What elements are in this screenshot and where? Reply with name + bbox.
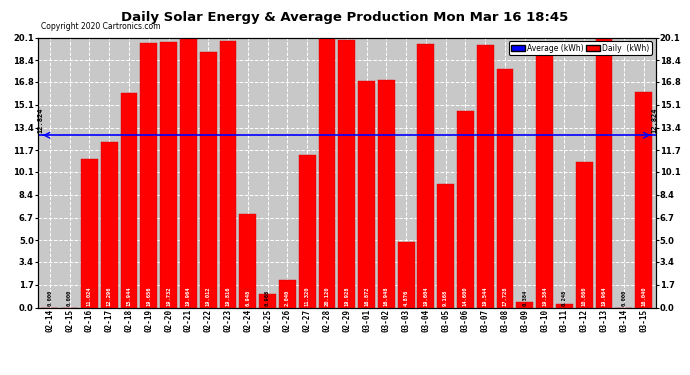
Text: 19.816: 19.816 [226, 287, 230, 306]
Text: 20.120: 20.120 [324, 287, 329, 306]
Text: 16.872: 16.872 [364, 287, 369, 306]
Text: 0.968: 0.968 [265, 290, 270, 306]
Bar [338, 40, 355, 308]
Bar [200, 52, 217, 308]
Bar [121, 93, 137, 308]
Bar [397, 242, 415, 308]
Bar [219, 41, 237, 308]
Text: 19.544: 19.544 [483, 287, 488, 306]
Bar [635, 92, 652, 308]
Bar [576, 162, 593, 308]
Bar [437, 184, 454, 308]
Bar [101, 142, 117, 308]
Text: 10.860: 10.860 [582, 287, 586, 306]
Bar [457, 111, 474, 308]
Bar [497, 69, 513, 308]
Text: 19.604: 19.604 [424, 287, 428, 306]
Bar [299, 156, 315, 308]
Text: 19.964: 19.964 [602, 287, 607, 306]
Bar [160, 42, 177, 308]
Text: 14.600: 14.600 [463, 287, 468, 306]
Text: 19.384: 19.384 [542, 287, 547, 306]
Text: 16.948: 16.948 [384, 287, 388, 306]
Bar [180, 39, 197, 308]
Text: 2.040: 2.040 [285, 290, 290, 306]
Bar [417, 44, 434, 308]
Text: 15.944: 15.944 [126, 287, 132, 306]
Text: 12.824: 12.824 [37, 107, 43, 132]
Bar [556, 304, 573, 307]
Bar [319, 37, 335, 308]
Bar [536, 47, 553, 308]
Bar [378, 80, 395, 308]
Text: 11.024: 11.024 [87, 287, 92, 306]
Bar [595, 39, 613, 308]
Text: 16.040: 16.040 [641, 287, 646, 306]
Text: 0.248: 0.248 [562, 290, 567, 306]
Text: 12.824: 12.824 [651, 107, 658, 132]
Legend: Average (kWh), Daily  (kWh): Average (kWh), Daily (kWh) [509, 41, 651, 55]
Bar [477, 45, 493, 308]
Text: 0.000: 0.000 [48, 290, 52, 306]
Text: 9.168: 9.168 [443, 290, 448, 306]
Text: Copyright 2020 Cartronics.com: Copyright 2020 Cartronics.com [41, 22, 160, 32]
Bar [358, 81, 375, 308]
Text: 11.320: 11.320 [305, 287, 310, 306]
Text: 17.728: 17.728 [502, 287, 508, 306]
Text: 0.000: 0.000 [67, 290, 72, 306]
Bar [140, 44, 157, 308]
Text: 4.876: 4.876 [404, 290, 408, 306]
Bar [279, 280, 296, 308]
Text: 0.384: 0.384 [522, 290, 527, 306]
Text: 19.732: 19.732 [166, 287, 171, 306]
Text: 12.296: 12.296 [107, 287, 112, 306]
Text: 19.656: 19.656 [146, 287, 151, 306]
Bar [81, 159, 98, 308]
Text: 19.928: 19.928 [344, 287, 349, 306]
Text: 6.948: 6.948 [245, 290, 250, 306]
Text: 0.000: 0.000 [621, 290, 627, 306]
Bar [239, 214, 256, 308]
Bar [516, 302, 533, 307]
Text: 19.012: 19.012 [206, 287, 210, 306]
Bar [259, 294, 276, 307]
Text: 19.964: 19.964 [186, 287, 191, 306]
Text: Daily Solar Energy & Average Production Mon Mar 16 18:45: Daily Solar Energy & Average Production … [121, 11, 569, 24]
